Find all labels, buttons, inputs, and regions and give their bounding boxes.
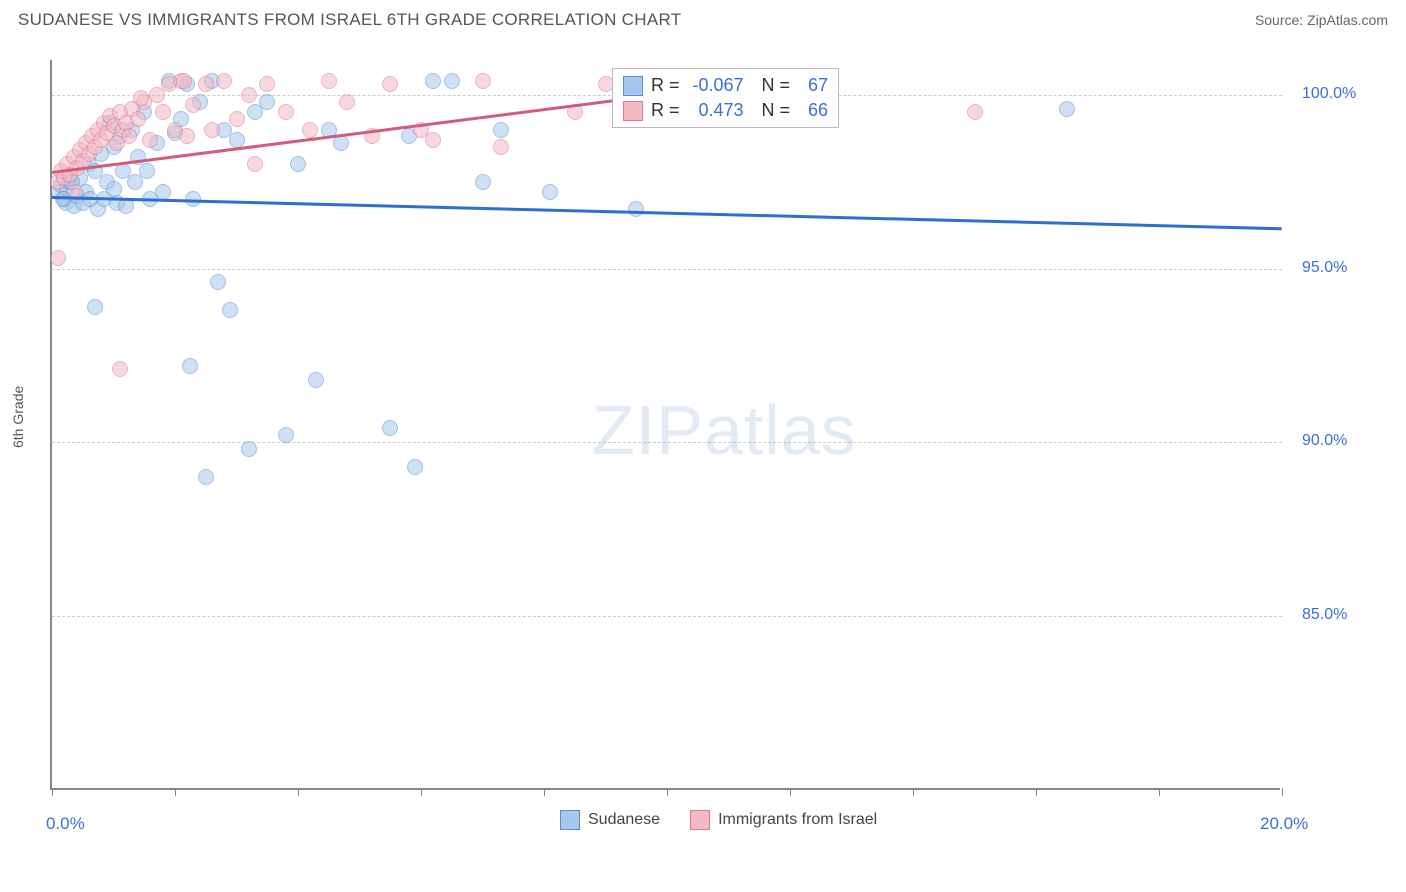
data-point xyxy=(222,302,238,318)
y-tick-label: 95.0% xyxy=(1302,259,1347,277)
x-tick xyxy=(421,788,422,796)
data-point xyxy=(259,76,275,92)
x-tick xyxy=(298,788,299,796)
plot-area: 6th Grade ZIPatlas R =-0.067N =67R =0.47… xyxy=(50,60,1280,790)
data-point xyxy=(247,156,263,172)
x-tick xyxy=(544,788,545,796)
data-point xyxy=(229,111,245,127)
data-point xyxy=(241,441,257,457)
x-tick xyxy=(913,788,914,796)
legend-swatch xyxy=(623,101,643,121)
x-tick xyxy=(175,788,176,796)
legend-label: Immigrants from Israel xyxy=(718,811,877,829)
data-point xyxy=(179,128,195,144)
data-point xyxy=(155,104,171,120)
data-point xyxy=(121,128,137,144)
data-point xyxy=(407,459,423,475)
data-point xyxy=(241,87,257,103)
n-label: N = xyxy=(762,100,791,121)
gridline xyxy=(52,269,1282,270)
data-point xyxy=(493,122,509,138)
data-point xyxy=(182,358,198,374)
data-point xyxy=(185,97,201,113)
n-label: N = xyxy=(762,75,791,96)
data-point xyxy=(229,132,245,148)
data-point xyxy=(278,427,294,443)
legend-row: R = 0.473 N = 66 xyxy=(623,98,828,123)
data-point xyxy=(382,420,398,436)
r-label: R = xyxy=(651,100,680,121)
data-point xyxy=(339,94,355,110)
legend-label: Sudanese xyxy=(588,811,660,829)
trend-line xyxy=(52,196,1282,230)
legend-item: Immigrants from Israel xyxy=(690,810,877,830)
y-axis-label: 6th Grade xyxy=(10,386,26,448)
source-attribution: Source: ZipAtlas.com xyxy=(1255,12,1388,28)
data-point xyxy=(382,76,398,92)
data-point xyxy=(542,184,558,200)
x-tick-label: 20.0% xyxy=(1260,814,1308,834)
n-value: 67 xyxy=(798,75,828,96)
x-tick xyxy=(1036,788,1037,796)
gridline xyxy=(52,442,1282,443)
x-tick xyxy=(790,788,791,796)
x-tick xyxy=(1159,788,1160,796)
legend-row: R = -0.067 N = 67 xyxy=(623,73,828,98)
data-point xyxy=(130,111,146,127)
x-tick-label: 0.0% xyxy=(46,814,85,834)
legend-item: Sudanese xyxy=(560,810,660,830)
data-point xyxy=(115,163,131,179)
x-tick xyxy=(52,788,53,796)
n-value: 66 xyxy=(798,100,828,121)
data-point xyxy=(321,73,337,89)
data-point xyxy=(475,73,491,89)
y-tick-label: 90.0% xyxy=(1302,432,1347,450)
series-legend: Sudanese Immigrants from Israel xyxy=(560,810,877,830)
data-point xyxy=(142,132,158,148)
data-point xyxy=(87,299,103,315)
data-point xyxy=(444,73,460,89)
data-point xyxy=(278,104,294,120)
data-point xyxy=(290,156,306,172)
data-point xyxy=(198,469,214,485)
data-point xyxy=(475,174,491,190)
data-point xyxy=(967,104,983,120)
r-label: R = xyxy=(651,75,680,96)
data-point xyxy=(139,163,155,179)
data-point xyxy=(425,132,441,148)
x-tick xyxy=(667,788,668,796)
y-tick-label: 100.0% xyxy=(1302,85,1356,103)
data-point xyxy=(50,250,66,266)
data-point xyxy=(425,73,441,89)
legend-swatch xyxy=(623,76,643,96)
data-point xyxy=(628,201,644,217)
chart-container: 6th Grade ZIPatlas R =-0.067N =67R =0.47… xyxy=(50,60,1390,820)
data-point xyxy=(216,73,232,89)
data-point xyxy=(302,122,318,138)
data-point xyxy=(308,372,324,388)
y-tick-label: 85.0% xyxy=(1302,606,1347,624)
legend-swatch xyxy=(560,810,580,830)
correlation-legend: R = -0.067 N = 67 R = 0.473 N = 66 xyxy=(612,68,839,128)
data-point xyxy=(333,135,349,151)
data-point xyxy=(493,139,509,155)
x-tick xyxy=(1282,788,1283,796)
legend-swatch xyxy=(690,810,710,830)
gridline xyxy=(52,616,1282,617)
data-point xyxy=(176,73,192,89)
data-point xyxy=(106,181,122,197)
data-point xyxy=(210,274,226,290)
r-value: -0.067 xyxy=(688,75,744,96)
watermark: ZIPatlas xyxy=(592,390,857,470)
r-value: 0.473 xyxy=(688,100,744,121)
data-point xyxy=(133,90,149,106)
data-point xyxy=(259,94,275,110)
data-point xyxy=(1059,101,1075,117)
data-point xyxy=(112,361,128,377)
data-point xyxy=(198,76,214,92)
chart-title: SUDANESE VS IMMIGRANTS FROM ISRAEL 6TH G… xyxy=(18,10,681,30)
data-point xyxy=(204,122,220,138)
